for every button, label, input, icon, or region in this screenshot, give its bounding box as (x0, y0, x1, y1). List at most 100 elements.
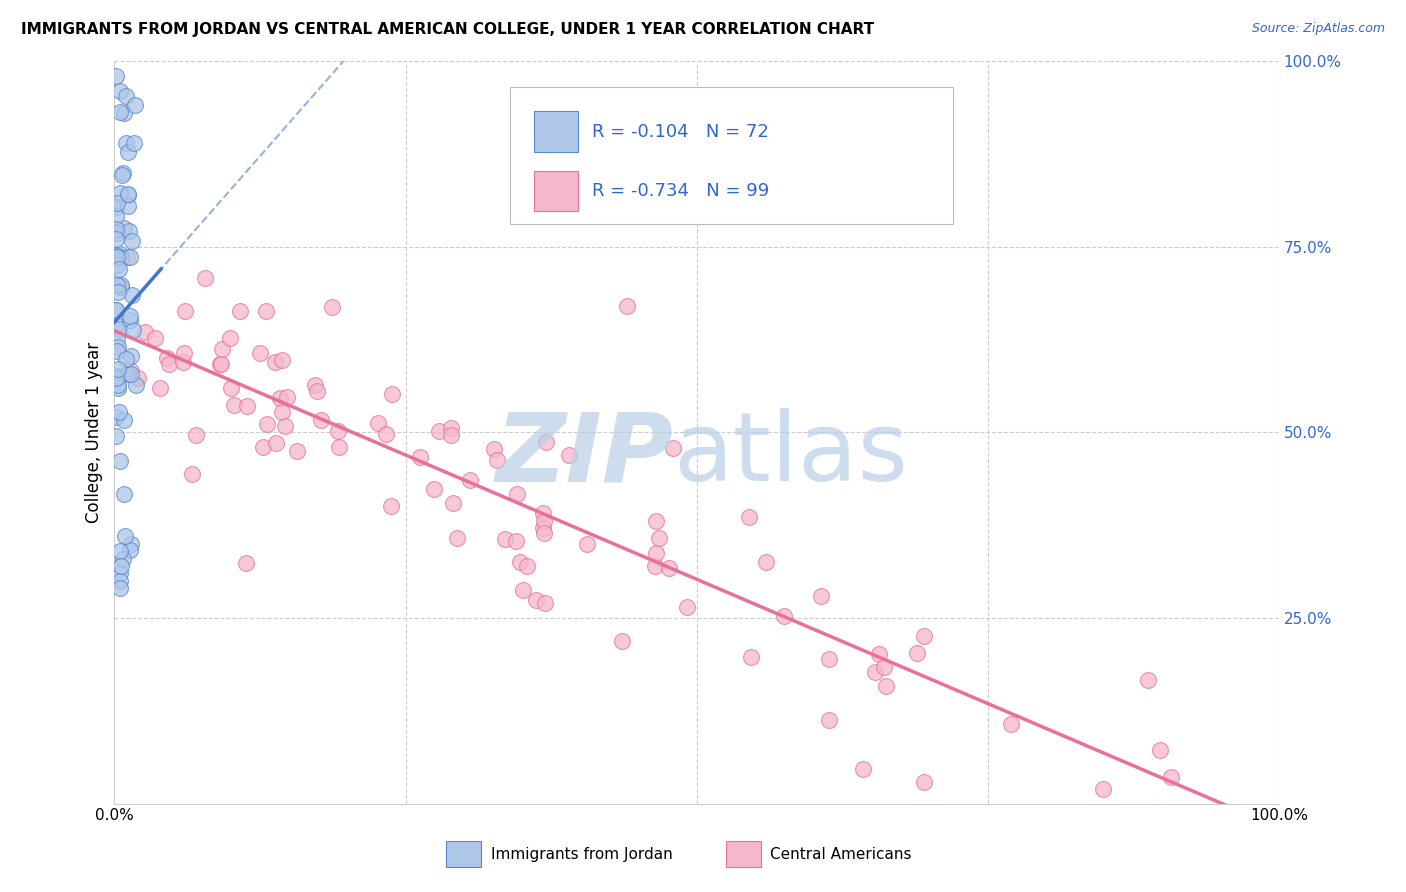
Point (105, 410, 128, 425)
Point (120, 368, 142, 382)
Point (110, 544, 132, 558)
Point (112, 486, 135, 500)
Point (173, 303, 195, 318)
Point (1000, 717, 1022, 731)
Point (118, 313, 141, 327)
Point (644, 546, 666, 560)
Point (181, 467, 204, 481)
Point (648, 532, 671, 546)
Point (121, 288, 143, 302)
Point (104, 232, 127, 246)
Point (104, 303, 127, 318)
Point (115, 136, 138, 150)
Point (458, 473, 481, 487)
Point (104, 429, 127, 443)
Point (256, 417, 278, 431)
Point (134, 325, 156, 339)
Point (285, 444, 308, 458)
Point (110, 566, 132, 581)
Point (105, 333, 128, 347)
Point (121, 234, 143, 248)
Point (110, 84, 132, 98)
Point (110, 280, 132, 294)
Point (115, 250, 138, 264)
Point (219, 381, 242, 395)
Point (524, 592, 547, 607)
Point (252, 440, 274, 454)
Point (533, 506, 555, 520)
Point (114, 351, 136, 366)
Point (117, 187, 139, 202)
Point (912, 774, 935, 789)
Point (143, 331, 166, 345)
Point (610, 633, 633, 648)
Point (112, 106, 135, 120)
Point (380, 500, 402, 514)
Point (644, 558, 666, 573)
Point (409, 450, 432, 464)
Point (270, 353, 292, 368)
Point (662, 442, 685, 456)
Point (105, 278, 128, 293)
Point (367, 416, 389, 430)
Point (120, 310, 142, 324)
Point (534, 596, 557, 610)
Point (1149, 743, 1171, 757)
Point (616, 299, 638, 313)
Point (110, 582, 132, 596)
Text: IMMIGRANTS FROM JORDAN VS CENTRAL AMERICAN COLLEGE, UNDER 1 YEAR CORRELATION CHA: IMMIGRANTS FROM JORDAN VS CENTRAL AMERIC… (21, 22, 875, 37)
Point (110, 277, 132, 292)
Point (738, 510, 761, 524)
Point (229, 304, 252, 318)
Point (533, 514, 555, 528)
Point (270, 405, 292, 419)
Text: atlas: atlas (673, 409, 908, 501)
Point (269, 391, 291, 405)
Text: ZIP: ZIP (495, 409, 673, 501)
Point (107, 381, 129, 395)
Point (328, 424, 350, 438)
Point (505, 533, 527, 548)
Point (254, 304, 277, 318)
Text: Source: ZipAtlas.com: Source: ZipAtlas.com (1251, 22, 1385, 36)
Point (422, 482, 444, 496)
Point (112, 413, 135, 427)
Point (104, 318, 127, 332)
Point (219, 331, 242, 345)
Point (107, 249, 129, 263)
Point (108, 186, 131, 200)
Point (108, 261, 131, 276)
Point (440, 427, 463, 442)
Point (276, 390, 298, 404)
Point (439, 420, 461, 434)
Point (108, 370, 131, 384)
Point (156, 351, 179, 366)
Point (249, 346, 271, 360)
Text: R = -0.734   N = 99: R = -0.734 N = 99 (592, 182, 769, 200)
Point (111, 165, 134, 179)
Point (1091, 781, 1114, 796)
FancyBboxPatch shape (534, 112, 578, 153)
Point (110, 559, 132, 574)
Point (509, 556, 531, 570)
Point (120, 537, 142, 551)
Point (209, 357, 232, 371)
Point (211, 342, 233, 356)
Point (875, 679, 897, 693)
Point (446, 532, 468, 546)
Point (124, 98, 146, 112)
Point (104, 69, 127, 83)
Point (107, 285, 129, 300)
Point (658, 560, 681, 574)
Point (1137, 673, 1160, 688)
Point (110, 251, 132, 265)
Point (375, 427, 398, 442)
Point (512, 583, 534, 598)
Point (125, 378, 148, 392)
Point (531, 521, 554, 535)
Point (122, 136, 145, 151)
Point (494, 533, 516, 547)
Point (328, 441, 350, 455)
Point (117, 145, 139, 160)
Point (506, 487, 529, 501)
